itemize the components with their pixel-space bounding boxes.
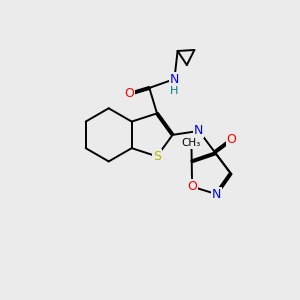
Text: O: O (187, 180, 197, 193)
Text: O: O (226, 133, 236, 146)
Text: N: N (194, 124, 203, 137)
Text: O: O (124, 87, 134, 101)
Text: S: S (153, 150, 161, 163)
Text: H: H (194, 138, 202, 148)
Text: N: N (170, 73, 179, 85)
Text: N: N (212, 188, 221, 201)
Text: CH₃: CH₃ (182, 138, 201, 148)
Text: H: H (170, 86, 178, 96)
